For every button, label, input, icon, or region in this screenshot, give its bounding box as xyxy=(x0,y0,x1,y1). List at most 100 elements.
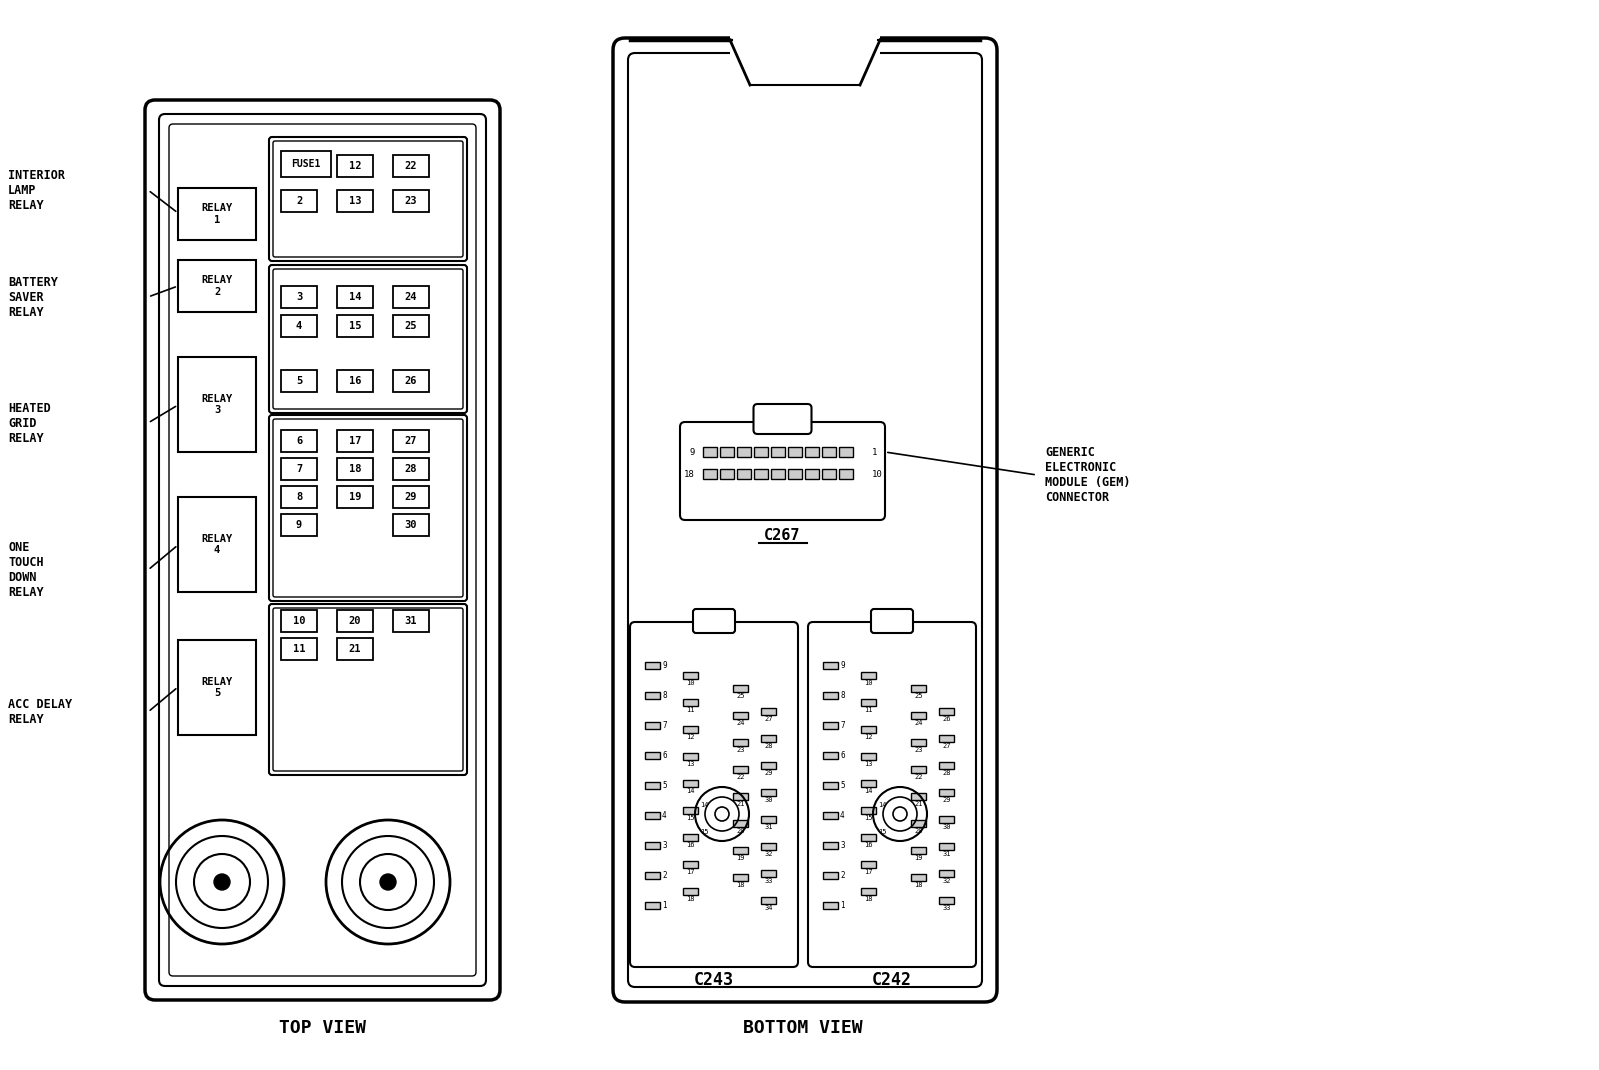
Bar xyxy=(804,447,819,457)
Bar xyxy=(823,662,838,669)
Text: FUSE1: FUSE1 xyxy=(291,159,321,169)
Bar xyxy=(281,151,331,177)
Bar xyxy=(761,735,776,742)
Text: 7: 7 xyxy=(839,721,844,730)
Text: RELAY
3: RELAY 3 xyxy=(201,394,232,415)
Bar xyxy=(644,752,660,759)
Text: 3: 3 xyxy=(662,841,667,850)
Text: 14: 14 xyxy=(863,788,873,794)
Bar xyxy=(683,780,699,788)
Bar xyxy=(788,447,803,457)
Bar xyxy=(337,370,373,392)
FancyBboxPatch shape xyxy=(273,269,464,409)
Text: 2: 2 xyxy=(839,871,844,880)
Text: 1: 1 xyxy=(662,901,667,910)
Text: 12: 12 xyxy=(686,734,694,740)
Text: 29: 29 xyxy=(942,797,951,802)
Text: 14: 14 xyxy=(700,802,708,808)
Text: RELAY
1: RELAY 1 xyxy=(201,203,232,225)
Bar xyxy=(337,458,373,480)
FancyBboxPatch shape xyxy=(612,39,998,1002)
Bar xyxy=(860,861,876,868)
Bar xyxy=(939,870,955,877)
Text: 16: 16 xyxy=(686,842,694,849)
Bar xyxy=(337,286,373,308)
Text: RELAY
2: RELAY 2 xyxy=(201,275,232,296)
Bar xyxy=(732,874,748,881)
Bar xyxy=(720,469,734,479)
Bar xyxy=(393,458,429,480)
Bar xyxy=(822,447,836,457)
Text: TOP VIEW: TOP VIEW xyxy=(278,1019,366,1037)
Bar xyxy=(177,260,256,312)
Text: 5: 5 xyxy=(296,376,302,386)
Bar xyxy=(337,638,373,660)
Text: 7: 7 xyxy=(662,721,667,730)
Bar xyxy=(823,782,838,789)
Circle shape xyxy=(381,874,397,890)
Text: 25: 25 xyxy=(405,321,417,331)
Circle shape xyxy=(214,874,230,890)
Bar xyxy=(393,190,429,212)
Bar xyxy=(911,685,926,692)
Text: INTERIOR
LAMP
RELAY: INTERIOR LAMP RELAY xyxy=(8,168,66,212)
Bar xyxy=(683,807,699,814)
FancyBboxPatch shape xyxy=(269,137,467,261)
Bar xyxy=(683,753,699,760)
Text: 20: 20 xyxy=(349,616,361,626)
Text: 2: 2 xyxy=(662,871,667,880)
Text: 13: 13 xyxy=(349,196,361,207)
Bar xyxy=(911,712,926,719)
Bar xyxy=(839,469,852,479)
Bar xyxy=(281,514,317,536)
Bar xyxy=(337,610,373,632)
Bar xyxy=(761,789,776,796)
Text: 23: 23 xyxy=(405,196,417,207)
Bar xyxy=(393,286,429,308)
Text: 18: 18 xyxy=(684,470,696,478)
FancyBboxPatch shape xyxy=(146,100,500,1000)
Bar xyxy=(761,708,776,715)
Bar xyxy=(393,486,429,508)
FancyBboxPatch shape xyxy=(269,603,467,775)
Text: 34: 34 xyxy=(764,905,772,911)
FancyBboxPatch shape xyxy=(807,622,975,967)
Text: 9: 9 xyxy=(296,520,302,530)
Bar xyxy=(823,692,838,699)
Text: 5: 5 xyxy=(662,781,667,790)
Text: 18: 18 xyxy=(736,882,745,888)
Bar xyxy=(683,834,699,841)
Bar xyxy=(788,469,803,479)
Bar xyxy=(393,315,429,337)
Bar xyxy=(281,610,317,632)
Text: 30: 30 xyxy=(764,797,772,802)
Bar xyxy=(771,447,785,457)
Text: 25: 25 xyxy=(915,693,923,699)
Bar xyxy=(761,870,776,877)
FancyBboxPatch shape xyxy=(273,608,464,771)
Bar xyxy=(281,315,317,337)
Bar xyxy=(281,430,317,452)
Text: 11: 11 xyxy=(293,644,305,654)
FancyBboxPatch shape xyxy=(269,415,467,601)
Text: 4: 4 xyxy=(296,321,302,331)
Text: 8: 8 xyxy=(839,691,844,700)
Text: 16: 16 xyxy=(349,376,361,386)
Bar xyxy=(393,430,429,452)
Bar xyxy=(771,469,785,479)
Text: 26: 26 xyxy=(405,376,417,386)
Bar xyxy=(761,762,776,769)
Bar xyxy=(644,722,660,729)
Text: 10: 10 xyxy=(871,470,883,478)
Text: 19: 19 xyxy=(915,855,923,861)
Text: 3: 3 xyxy=(296,292,302,302)
Text: HEATED
GRID
RELAY: HEATED GRID RELAY xyxy=(8,401,51,444)
Bar xyxy=(393,155,429,177)
Text: BOTTOM VIEW: BOTTOM VIEW xyxy=(744,1019,863,1037)
Text: 11: 11 xyxy=(686,707,694,713)
Text: 21: 21 xyxy=(915,801,923,807)
Text: 28: 28 xyxy=(942,770,951,776)
Bar xyxy=(755,469,768,479)
Bar xyxy=(911,793,926,800)
Bar xyxy=(683,727,699,733)
